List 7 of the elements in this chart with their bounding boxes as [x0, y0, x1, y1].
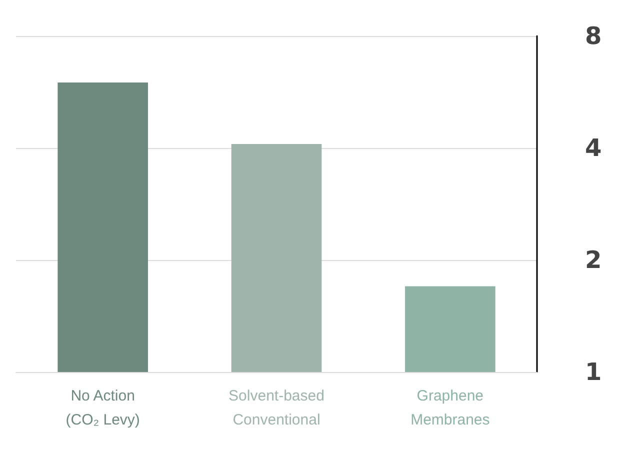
x-tick-label: Solvent-based Conventional [228, 388, 324, 428]
y-tick-label: 2 [585, 246, 602, 274]
y-tick-label: 4 [585, 134, 602, 162]
y-tick-label: 8 [585, 22, 602, 50]
y-tick-label: 1 [585, 358, 602, 386]
x-tick-label: No Action (CO₂ Levy) [66, 388, 140, 428]
x-tick-label: Graphene Membranes [410, 388, 490, 428]
